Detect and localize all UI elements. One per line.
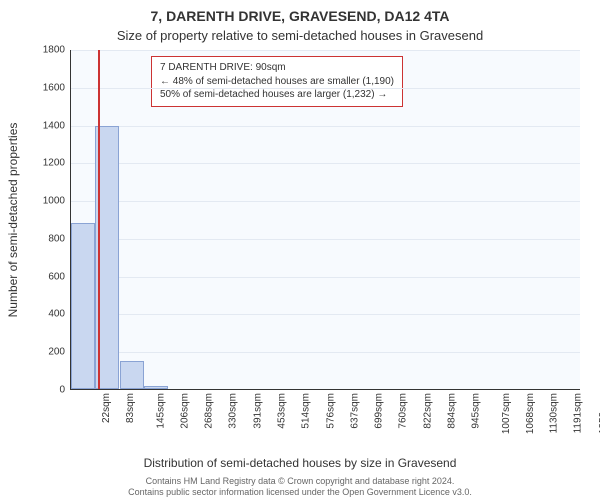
grid-line [71, 314, 580, 315]
x-tick-label: 206sqm [179, 393, 190, 429]
x-tick-label: 637sqm [349, 393, 360, 429]
y-tick-label: 1000 [43, 196, 65, 207]
x-tick-label: 1191sqm [572, 393, 583, 433]
x-tick-label: 884sqm [447, 393, 458, 429]
x-tick-label: 22sqm [101, 393, 112, 423]
page-title: 7, DARENTH DRIVE, GRAVESEND, DA12 4TA [0, 8, 600, 24]
grid-line [71, 239, 580, 240]
y-tick-label: 200 [48, 347, 65, 358]
x-tick-label: 1130sqm [548, 393, 559, 433]
x-tick-label: 514sqm [301, 393, 312, 429]
footnote-line: Contains HM Land Registry data © Crown c… [146, 476, 455, 486]
grid-line [71, 352, 580, 353]
chart-container: 7, DARENTH DRIVE, GRAVESEND, DA12 4TA Si… [0, 0, 600, 500]
info-box-line: ← 48% of semi-detached houses are smalle… [160, 75, 394, 89]
histogram-bar [144, 386, 168, 389]
y-tick-label: 400 [48, 309, 65, 320]
plot-area: 7 DARENTH DRIVE: 90sqm ← 48% of semi-det… [70, 50, 580, 390]
x-tick-label: 945sqm [471, 393, 482, 429]
y-tick-label: 1800 [43, 45, 65, 56]
x-tick-label: 453sqm [277, 393, 288, 429]
x-tick-label: 268sqm [204, 393, 215, 429]
x-tick-label: 391sqm [252, 393, 263, 429]
footnote-line: Contains public sector information licen… [128, 487, 472, 497]
grid-line [71, 50, 580, 51]
histogram-bar [120, 361, 144, 389]
y-tick-label: 800 [48, 233, 65, 244]
x-tick-label: 699sqm [374, 393, 385, 429]
info-box: 7 DARENTH DRIVE: 90sqm ← 48% of semi-det… [151, 56, 403, 107]
info-box-line: 50% of semi-detached houses are larger (… [160, 88, 394, 102]
grid-line [71, 201, 580, 202]
x-tick-label: 83sqm [125, 393, 136, 423]
y-tick-label: 1400 [43, 120, 65, 131]
marker-line [98, 50, 100, 389]
histogram-bar [71, 223, 95, 389]
y-tick-label: 1600 [43, 82, 65, 93]
page-subtitle: Size of property relative to semi-detach… [0, 28, 600, 43]
x-axis-label: Distribution of semi-detached houses by … [0, 456, 600, 470]
grid-line [71, 163, 580, 164]
y-tick-label: 0 [59, 385, 65, 396]
x-tick-label: 822sqm [422, 393, 433, 429]
x-tick-label: 1068sqm [525, 393, 536, 434]
y-axis-label: Number of semi-detached properties [6, 70, 20, 370]
x-tick-label: 760sqm [398, 393, 409, 429]
x-tick-label: 576sqm [325, 393, 336, 429]
x-tick-label: 330sqm [228, 393, 239, 429]
info-box-line: 7 DARENTH DRIVE: 90sqm [160, 61, 394, 75]
grid-line [71, 126, 580, 127]
grid-line [71, 277, 580, 278]
grid-line [71, 88, 580, 89]
x-tick-label: 145sqm [155, 393, 166, 429]
y-tick-label: 1200 [43, 158, 65, 169]
footnote: Contains HM Land Registry data © Crown c… [0, 476, 600, 498]
y-tick-label: 600 [48, 271, 65, 282]
x-tick-label: 1007sqm [501, 393, 512, 434]
